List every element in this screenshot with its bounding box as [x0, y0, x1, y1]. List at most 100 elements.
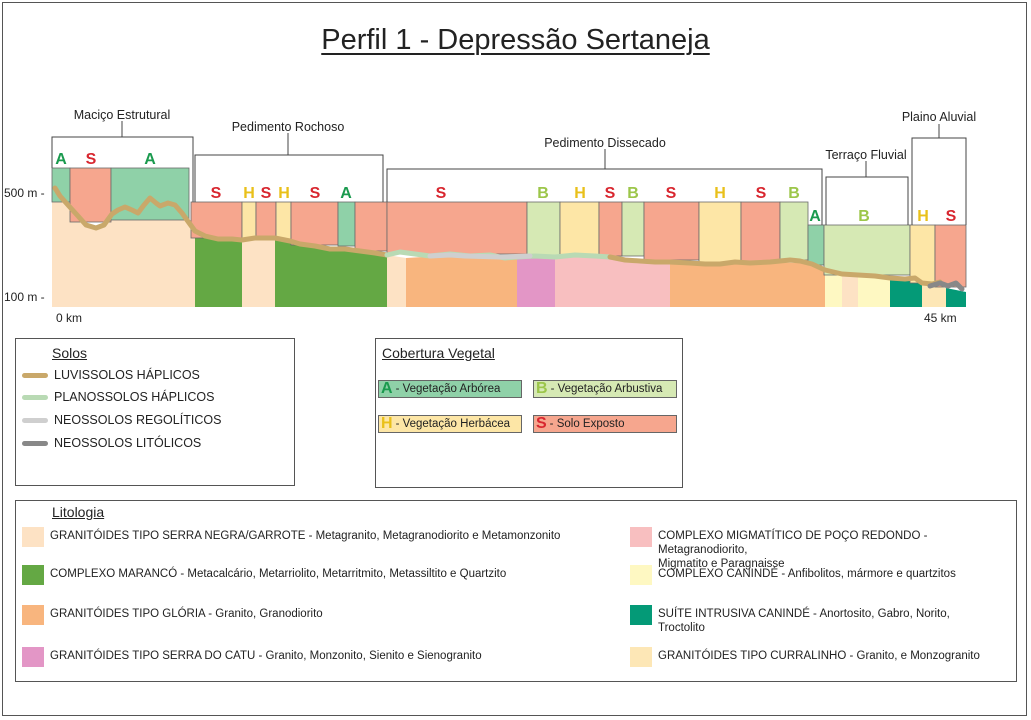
- axis-label-100m: 100 m -: [4, 290, 45, 304]
- veg-block: [275, 201, 292, 241]
- veg-letter: S: [310, 185, 321, 202]
- veg-legend-solo-exposto: S- Solo Exposto: [533, 415, 677, 433]
- lito-swatch: [630, 565, 652, 585]
- veg-letter: S: [436, 185, 447, 202]
- lito-item-suite-caninde: SUÍTE INTRUSIVA CANINDÉ - Anortosito, Ga…: [630, 605, 950, 635]
- soil-luvissolos-line: [52, 185, 390, 258]
- planossolos-line-swatch: [22, 394, 48, 400]
- axis-label-500m: 500 m -: [4, 186, 45, 200]
- geo-serra-negra-1: [52, 195, 195, 307]
- veg-block: [621, 201, 645, 257]
- solos-legend: Solos LUVISSOLOS HÁPLICOS PLANOSSOLOS HÁ…: [15, 338, 295, 486]
- veg-block: [643, 201, 700, 261]
- geo-caninde-1: [825, 270, 842, 307]
- regoliticos-line-swatch: [22, 417, 48, 423]
- lito-swatch: [22, 647, 44, 667]
- unit-label: Pedimento Dissecado: [544, 136, 666, 150]
- luvissolos-line-swatch: [22, 372, 48, 378]
- geo-suite-caninde-1: [890, 278, 922, 307]
- lito-item-maranco: COMPLEXO MARANCÓ - Metacalcário, Metarri…: [22, 565, 506, 585]
- lito-item-serra-do-catu: GRANITÓIDES TIPO SERRA DO CATU - Granito…: [22, 647, 482, 667]
- veg-letter: S: [605, 185, 616, 202]
- unit-label: Terraço Fluvial: [825, 148, 906, 162]
- lito-swatch: [630, 647, 652, 667]
- lito-swatch: [630, 527, 652, 547]
- veg-letter: S: [756, 185, 767, 202]
- veg-letter: H: [917, 208, 929, 225]
- veg-letter: A: [340, 185, 352, 202]
- veg-block: [526, 201, 561, 257]
- axis-label-0km: 0 km: [56, 311, 82, 325]
- veg-letter: S: [946, 208, 957, 225]
- lito-swatch: [22, 527, 44, 547]
- veg-letter: S: [261, 185, 272, 202]
- bracket-terraco: [825, 176, 909, 225]
- veg-legend-arborea: A- Vegetação Arbórea: [378, 380, 522, 398]
- veg-block: [823, 224, 911, 276]
- figure-title: Perfil 1 - Depressão Sertaneja: [321, 24, 710, 56]
- veg-block: [779, 201, 809, 261]
- veg-letter: H: [278, 185, 290, 202]
- veg-letter: S: [666, 185, 677, 202]
- solos-item-luvissolos: LUVISSOLOS HÁPLICOS: [22, 368, 200, 382]
- liticos-line-swatch: [22, 440, 48, 446]
- geo-gloria-2: [670, 262, 825, 307]
- solos-item-liticos: NEOSSOLOS LITÓLICOS: [22, 436, 201, 450]
- unit-label: Maciço Estrutural: [74, 108, 171, 122]
- veg-block: [110, 167, 190, 221]
- soil-layer: [52, 185, 965, 292]
- veg-letter: H: [243, 185, 255, 202]
- unit-brackets: [51, 121, 967, 225]
- lito-item-serra-negra: GRANITÓIDES TIPO SERRA NEGRA/GARROTE - M…: [22, 527, 560, 547]
- geo-suite-caninde-2: [946, 288, 966, 307]
- profile-diagram: Maciço Estrutural Pedimento Rochoso Pedi…: [4, 108, 976, 325]
- veg-letter: A: [144, 151, 156, 168]
- lito-item-gloria: GRANITÓIDES TIPO GLÓRIA - Granito, Grano…: [22, 605, 323, 625]
- soil-liticos-line: [927, 280, 965, 292]
- veg-block: [337, 201, 356, 247]
- geo-serra-negra-3: [387, 255, 406, 307]
- lito-item-poco-redondo: COMPLEXO MIGMATÍTICO DE POÇO REDONDO - M…: [630, 527, 1016, 571]
- veg-legend-letter: S: [536, 415, 547, 432]
- veg-letter: S: [211, 185, 222, 202]
- veg-letter: B: [788, 185, 800, 202]
- axis-labels: 500 m - 100 m - 0 km 45 km: [4, 186, 957, 325]
- veg-letter: B: [858, 208, 870, 225]
- geo-serra-negra-4: [842, 274, 858, 307]
- veg-legend-letter: H: [381, 415, 393, 432]
- veg-block: [241, 201, 257, 239]
- veg-block: [255, 201, 277, 239]
- soil-luvissolos-line-2: [607, 254, 943, 287]
- veg-letter: H: [574, 185, 586, 202]
- veg-block: [934, 224, 967, 288]
- geo-poco-redondo: [555, 257, 670, 307]
- lito-item-curralinho: GRANITÓIDES TIPO CURRALINHO - Granito, e…: [630, 647, 980, 667]
- geo-gloria-1: [406, 256, 517, 307]
- lito-swatch: [22, 605, 44, 625]
- geo-serra-do-catu: [517, 257, 555, 307]
- vegetation-layer: [51, 167, 967, 288]
- unit-labels: Maciço Estrutural Pedimento Rochoso Pedi…: [74, 108, 976, 162]
- cobertura-legend-title: Cobertura Vegetal: [382, 345, 495, 361]
- veg-legend-letter: A: [381, 380, 393, 397]
- geo-maranco-2: [275, 238, 387, 307]
- bracket-pedimento-rochoso: [194, 154, 384, 202]
- veg-letter: A: [55, 151, 67, 168]
- veg-block: [290, 201, 339, 246]
- unit-label: Plaino Aluvial: [902, 110, 976, 124]
- veg-letter: B: [627, 185, 639, 202]
- unit-label: Pedimento Rochoso: [232, 120, 345, 134]
- geo-caninde-2: [858, 275, 890, 307]
- litologia-legend: Litologia GRANITÓIDES TIPO SERRA NEGRA/G…: [15, 500, 1017, 682]
- soil-regoliticos-line: [427, 252, 533, 260]
- veg-block: [807, 224, 825, 266]
- veg-letters: A S A S H S H S A S B H S B S H S B A B …: [55, 151, 956, 225]
- veg-letter: A: [809, 208, 821, 225]
- solos-item-regoliticos: NEOSSOLOS REGOLÍTICOS: [22, 413, 221, 427]
- veg-block: [698, 201, 742, 263]
- veg-letter: S: [86, 151, 97, 168]
- veg-legend-herbacea: H- Vegetação Herbácea: [378, 415, 522, 433]
- solos-legend-title: Solos: [52, 345, 88, 361]
- veg-block: [354, 201, 388, 252]
